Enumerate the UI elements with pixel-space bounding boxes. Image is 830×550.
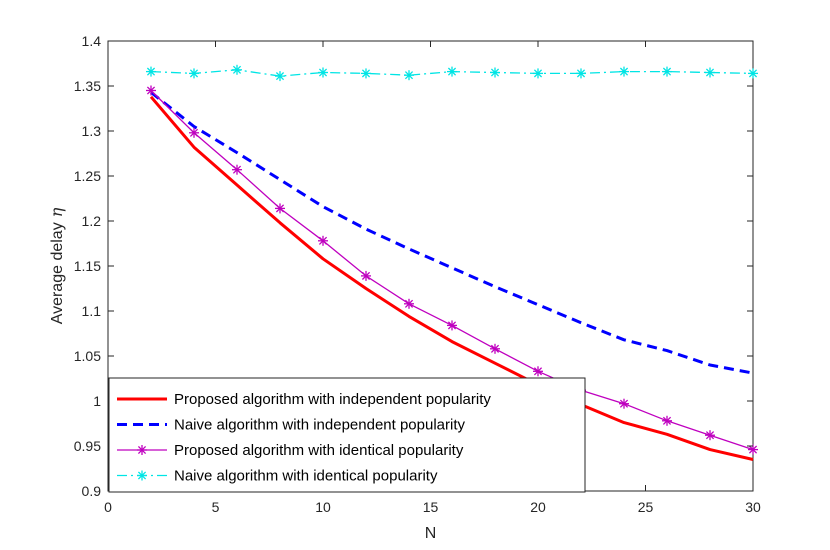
y-tick-label: 0.9 [82, 483, 102, 499]
data-point [705, 430, 715, 441]
y-tick-label: 1.25 [74, 168, 101, 184]
y-axis-label-symbol: η [47, 207, 66, 217]
data-point [275, 203, 285, 214]
legend-label: Proposed algorithm with identical popula… [174, 442, 464, 459]
data-point [189, 127, 199, 138]
data-point [490, 67, 500, 78]
data-point [447, 66, 457, 77]
legend-entry: Proposed algorithm with identical popula… [117, 442, 464, 459]
y-axis-label-text: Average delay [49, 222, 66, 324]
y-tick-label: 1 [93, 393, 101, 409]
series-4 [146, 64, 758, 82]
series-2 [150, 91, 754, 375]
data-point [662, 66, 672, 77]
y-tick-label: 1.2 [82, 213, 102, 229]
data-point [748, 68, 758, 79]
legend-marker [137, 470, 147, 481]
data-point [533, 68, 543, 79]
legend-box [108, 377, 586, 493]
legend: Proposed algorithm with independent popu… [108, 377, 586, 493]
data-point [232, 64, 242, 75]
x-tick-label: 5 [212, 499, 220, 515]
legend-label: Proposed algorithm with independent popu… [174, 391, 491, 408]
series-line [149, 95, 754, 461]
data-point [361, 270, 371, 281]
data-point [232, 164, 242, 175]
data-point [318, 235, 328, 246]
data-point [146, 66, 156, 77]
axis-ticks: 0 5 10 15 20 25 30 0.9 0.95 1 1.05 1.1 1.15 1.2 1.25 1.… [74, 33, 761, 515]
legend-entry: Proposed algorithm with independent popu… [117, 391, 491, 408]
data-point [619, 398, 629, 409]
legend-entry: Naive algorithm with identical popularit… [117, 468, 438, 485]
series-line [150, 91, 754, 375]
y-tick-label: 1.1 [82, 303, 102, 319]
y-tick-label: 1.4 [82, 33, 102, 49]
data-point [404, 70, 414, 81]
y-tick-label: 1.35 [74, 78, 101, 94]
x-tick-label: 10 [315, 499, 331, 515]
data-point [318, 67, 328, 78]
y-tick-label: 1.15 [74, 258, 101, 274]
data-point [189, 68, 199, 79]
legend-entry: Naive algorithm with independent popular… [117, 417, 466, 434]
series-layer [146, 64, 758, 461]
x-tick-label: 0 [104, 499, 112, 515]
series-3 [146, 85, 758, 455]
data-point [576, 68, 586, 79]
legend-marker [137, 445, 147, 455]
data-point [533, 366, 543, 377]
data-point [447, 320, 457, 331]
y-tick-label: 1.3 [82, 123, 102, 139]
x-tick-label: 30 [745, 499, 761, 515]
x-tick-label: 20 [530, 499, 546, 515]
data-point [619, 66, 629, 77]
data-point [490, 343, 500, 354]
y-axis-label: Average delay η [47, 207, 66, 324]
data-point [361, 68, 371, 79]
y-tick-label: 0.95 [74, 438, 101, 454]
x-tick-label: 15 [423, 499, 439, 515]
legend-label: Naive algorithm with independent popular… [174, 417, 466, 434]
data-point [404, 298, 414, 309]
data-point [146, 85, 156, 96]
legend-label: Naive algorithm with identical popularit… [174, 468, 438, 485]
x-axis-label: N [425, 525, 437, 542]
y-tick-label: 1.05 [74, 348, 101, 364]
data-point [662, 415, 672, 426]
data-point [705, 67, 715, 78]
data-point [275, 71, 285, 82]
x-tick-label: 25 [638, 499, 654, 515]
series-1 [149, 95, 754, 461]
